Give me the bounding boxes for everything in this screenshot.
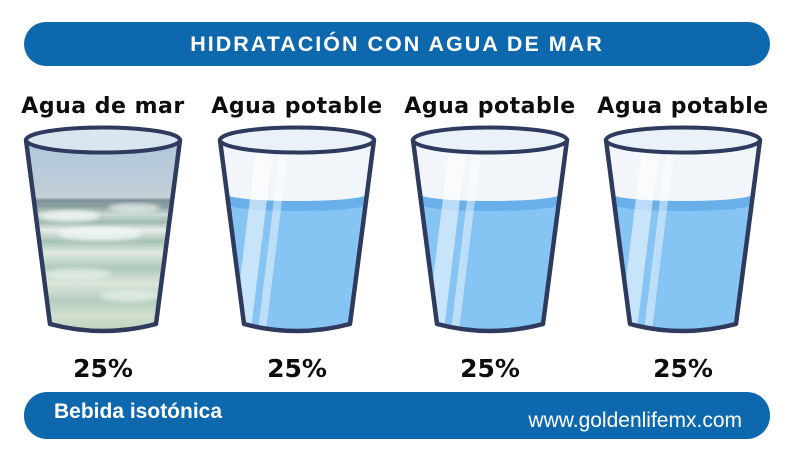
water-glass-icon [410, 125, 570, 334]
water-glass-icon [217, 125, 377, 334]
glass-label: Agua potable [404, 94, 576, 119]
percent-label: 25% [73, 354, 133, 383]
glass-label: Agua de mar [21, 94, 185, 119]
glass-label: Agua potable [211, 94, 383, 119]
page-title: HIDRATACIÓN CON AGUA DE MAR [190, 31, 604, 56]
glass-column-sea-water: Agua de mar [13, 94, 193, 383]
brand-label: Bebida isotónica [54, 400, 223, 423]
seawater-glass-icon [23, 125, 183, 334]
header-banner: HIDRATACIÓN CON AGUA DE MAR [24, 22, 770, 66]
glass-label: Agua potable [597, 94, 769, 119]
glass-column-potable-2: Agua potable 25% [400, 94, 580, 383]
percent-label: 25% [267, 354, 327, 383]
footer-banner: Bebida isotónica www.goldenlifemx.com [24, 392, 770, 439]
percent-label: 25% [653, 354, 713, 383]
glass-column-potable-3: Agua potable 25% [593, 94, 773, 383]
water-glass-icon [603, 125, 763, 334]
website-url: www.goldenlifemx.com [528, 409, 742, 432]
glass-column-potable-1: Agua potable 25% [207, 94, 387, 383]
percent-label: 25% [460, 354, 520, 383]
